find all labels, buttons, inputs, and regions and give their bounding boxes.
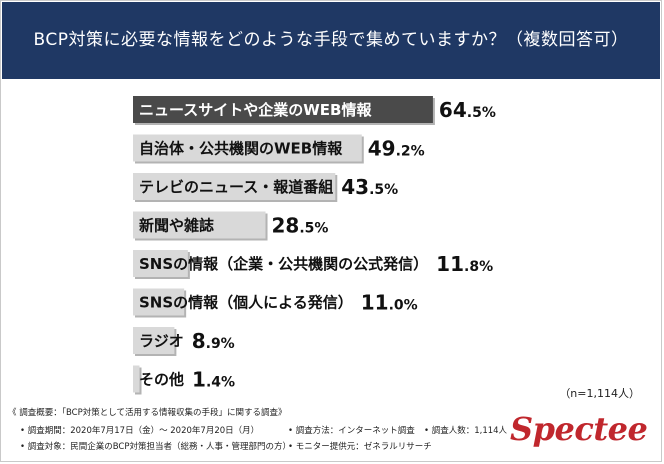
spectee-logo: Spectee <box>510 410 648 448</box>
survey-summary: 《 調査概要：「BCP対策として活用する情報収集の手段」に関する調査》 <box>8 408 287 418</box>
category-label: 自治体・公共機関のWEB情報 <box>139 140 343 158</box>
category-label: SNSの情報（個人による発信） <box>139 294 353 312</box>
category-label: テレビのニュース・報道番組 <box>139 178 333 196</box>
value-label: 11.0% <box>361 291 418 315</box>
sample-size-note: （n=1,114人） <box>559 387 640 400</box>
chart-title: BCP対策に必要な情報をどのような手段で集めていますか？（複数回答可） <box>33 30 629 50</box>
bar-7 <box>133 327 175 354</box>
title-banner: BCP対策に必要な情報をどのような手段で集めていますか？（複数回答可） <box>2 2 660 79</box>
value-label: 64.5% <box>439 98 496 122</box>
value-label: 11.8% <box>436 252 493 276</box>
bar-3 <box>133 173 336 200</box>
category-label: ラジオ <box>139 332 184 350</box>
value-label: 49.2% <box>368 137 425 161</box>
bar-6 <box>133 288 185 316</box>
survey-respondents: • 調査人数：1,114人 <box>424 426 508 436</box>
survey-method: • 調査方法：インターネット調査 <box>288 426 415 436</box>
bar-1 <box>133 96 433 123</box>
survey-target: • 調査対象：民間企業のBCP対策担当者（総務・人事・管理部門の方） <box>20 442 291 452</box>
category-label: SNSの情報（企業・公共機関の公式発信） <box>139 255 428 273</box>
bar-8 <box>133 365 140 393</box>
category-label: ニュースサイトや企業のWEB情報 <box>139 101 372 119</box>
value-label: 1.4% <box>192 368 235 392</box>
bar-5 <box>133 250 188 277</box>
survey-period: • 調査期間：2020年7月17日（金）～ 2020年7月20日（月） <box>20 426 260 436</box>
value-label: 43.5% <box>341 175 398 199</box>
bar-4 <box>133 211 266 239</box>
monitor-provider: • モニター提供元：ゼネラルリサーチ <box>288 442 432 452</box>
category-label: 新聞や雑誌 <box>139 217 214 235</box>
value-label: 8.9% <box>192 329 235 353</box>
value-label: 28.5% <box>272 214 329 238</box>
bar-2 <box>133 134 362 162</box>
category-label: その他 <box>139 371 184 389</box>
